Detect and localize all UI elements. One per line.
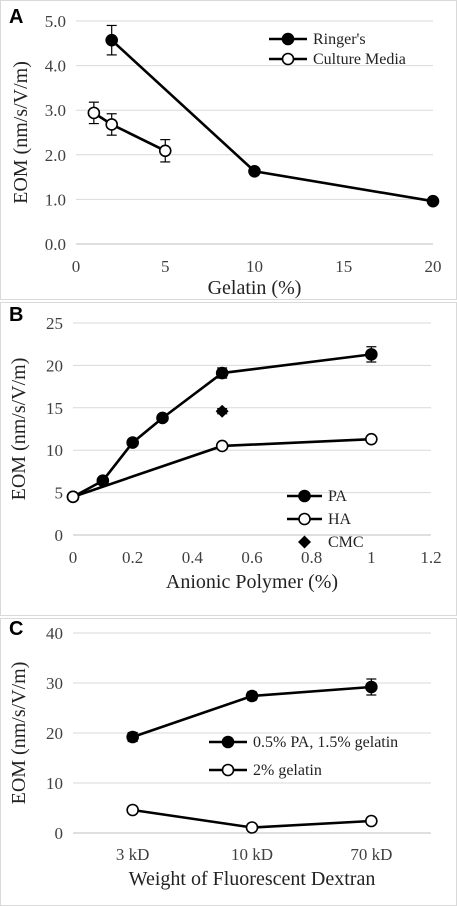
x-tick-label: 10	[246, 257, 263, 276]
x-tick-label: 0.6	[241, 548, 262, 567]
y-tick-label: 1.0	[45, 190, 66, 209]
legend-label: PA	[328, 488, 347, 505]
y-tick-label: 4.0	[45, 57, 66, 76]
legend-label: Ringer's	[313, 31, 366, 48]
y-tick-label: 0.0	[45, 235, 66, 254]
data-point-series-1	[365, 680, 378, 694]
panel-letter-c: C	[9, 619, 23, 640]
y-axis-title: EOM (nm/s/V/m)	[8, 662, 30, 805]
x-axis-title: Anionic Polymer (%)	[166, 571, 338, 593]
x-tick-label: 0.2	[122, 548, 143, 567]
x-tick-label: 0.8	[301, 548, 322, 567]
legend-label: HA	[328, 511, 352, 528]
panel-a: A 0.0 1.0 2.0 3.0 4.0 5.0 0 5 10 15 20 Gelatin (%) EO…	[0, 0, 457, 300]
y-tick-label: 15	[46, 399, 63, 418]
data-point-series-3	[215, 404, 229, 418]
y-tick-label: 40	[46, 624, 63, 643]
chart-a-svg: A 0.0 1.0 2.0 3.0 4.0 5.0 0 5 10 15 20 Gelatin (%) EO…	[9, 6, 442, 299]
data-point-series-2	[215, 439, 229, 453]
x-tick-label: 5	[161, 257, 170, 276]
x-tick-label: 10 kD	[231, 845, 273, 864]
data-point-series-2	[126, 803, 139, 817]
y-tick-label: 5	[55, 484, 64, 503]
x-tick-label: 1.2	[420, 548, 441, 567]
panel-b: B 0 5 10 15 20 25 0 0.2 0.4 0.6 0.8 1 1.2 Anionic Poly…	[0, 302, 457, 616]
data-point-series-2	[87, 106, 101, 120]
x-tick-label: 0	[69, 548, 78, 567]
y-axis-title: EOM (nm/s/V/m)	[8, 358, 30, 501]
legend-label: Culture Media	[313, 51, 406, 68]
legend-marker	[298, 489, 311, 503]
panel-letter-a: A	[9, 6, 23, 28]
series-line-2	[93, 111, 166, 152]
panel-letter-b: B	[9, 304, 23, 326]
data-point-series-2	[105, 118, 118, 131]
legend-marker	[298, 512, 311, 526]
x-axis-title: Weight of Fluorescent Dextran	[129, 868, 376, 890]
legend-marker	[281, 32, 295, 46]
y-tick-label: 25	[46, 314, 63, 333]
y-tick-label: 20	[46, 724, 63, 743]
y-tick-label: 2.0	[45, 146, 66, 165]
data-point-series-1	[215, 366, 229, 380]
x-tick-label: 0.4	[182, 548, 204, 567]
data-point-series-1	[426, 194, 440, 208]
x-tick-label: 15	[335, 257, 352, 276]
x-tick-label: 0	[72, 257, 81, 276]
y-tick-label: 0	[55, 526, 64, 545]
legend-marker	[221, 763, 235, 777]
y-tick-label: 30	[46, 674, 63, 693]
x-tick-label: 70 kD	[350, 845, 392, 864]
legend-label: CMC	[328, 534, 364, 551]
legend-label: 0.5% PA, 1.5% gelatin	[253, 734, 398, 751]
data-point-series-2	[158, 144, 172, 158]
legend-marker	[281, 52, 295, 66]
data-point-series-1	[245, 689, 259, 703]
x-axis-title: Gelatin (%)	[208, 277, 302, 299]
legend-marker	[298, 535, 311, 549]
data-point-series-1	[126, 436, 139, 449]
data-point-series-1	[365, 348, 378, 361]
data-point-series-2	[365, 432, 378, 446]
data-point-series-1	[156, 411, 169, 425]
data-point-series-1	[248, 165, 261, 178]
chart-b-svg: B 0 5 10 15 20 25 0 0.2 0.4 0.6 0.8 1 1.2 Anionic Poly…	[8, 304, 442, 593]
x-tick-label: 20	[425, 257, 442, 276]
y-tick-label: 5.0	[45, 12, 66, 31]
legend-marker	[221, 735, 235, 749]
y-axis-title: EOM (nm/s/V/m)	[10, 61, 32, 204]
panel-c: C 0 10 20 30 40 3 kD 10 kD 70 kD Weight of Fluore…	[0, 618, 457, 906]
x-tick-label: 1	[367, 548, 376, 567]
y-tick-label: 10	[46, 774, 63, 793]
data-point-series-2	[66, 490, 80, 504]
legend-label: 2% gelatin	[253, 762, 322, 779]
x-tick-label: 3 kD	[116, 845, 150, 864]
data-point-series-2	[365, 814, 378, 828]
y-tick-label: 3.0	[45, 101, 66, 120]
data-point-series-1	[105, 33, 118, 47]
y-tick-label: 0	[55, 824, 64, 843]
y-tick-label: 20	[46, 356, 63, 375]
data-point-series-1	[126, 730, 139, 744]
y-tick-label: 10	[46, 441, 63, 460]
data-point-series-2	[245, 821, 259, 834]
chart-c-svg: C 0 10 20 30 40 3 kD 10 kD 70 kD Weight of Fluore…	[8, 619, 431, 890]
